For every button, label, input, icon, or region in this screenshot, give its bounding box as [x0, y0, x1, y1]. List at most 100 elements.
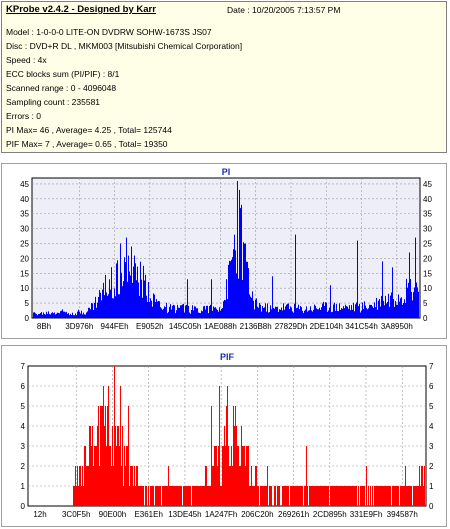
pi-bar — [218, 311, 219, 318]
pif-bar — [311, 486, 312, 506]
pi-bar — [220, 310, 221, 318]
pi-bar — [83, 312, 84, 318]
pif-bar — [132, 466, 133, 506]
pif-bar — [231, 446, 232, 506]
pi-bar — [317, 309, 318, 318]
pif-bar — [198, 486, 199, 506]
pif-bar — [169, 486, 170, 506]
pi-bar — [264, 307, 265, 318]
y-tick-label-left: 30 — [20, 225, 29, 234]
pi-bar — [221, 308, 222, 318]
pif-bar — [326, 486, 327, 506]
pif-bar — [336, 486, 337, 506]
pif-bar — [254, 486, 255, 506]
pi-bar — [330, 285, 331, 318]
x-tick-label: 394587h — [387, 510, 418, 519]
pi-bar — [399, 301, 400, 318]
pif-bar — [392, 486, 393, 506]
pi-bar — [100, 292, 101, 318]
pi-bar — [204, 305, 205, 318]
pif-bar — [237, 446, 238, 506]
pi-bar — [81, 310, 82, 318]
pif-bar — [262, 486, 263, 506]
pi-bar — [235, 250, 236, 318]
pif-chart: PIF 0 0 1 1 2 2 3 3 4 4 5 5 6 6 7 7 12h 3C0F5h 90E00h E361Eh… — [21, 352, 434, 519]
pi-bar — [307, 311, 308, 318]
pif-bar — [176, 486, 177, 506]
pi-bar — [126, 237, 127, 318]
pif-bar — [83, 486, 84, 506]
pi-bar — [202, 311, 203, 318]
y-tick-label-left: 0 — [21, 502, 26, 511]
pif-bar — [75, 466, 76, 506]
y-tick-label-left: 40 — [20, 195, 29, 204]
pif-bar — [80, 466, 81, 506]
pif-bar — [248, 446, 249, 506]
pi-bar — [75, 313, 76, 318]
pi-bar — [87, 311, 88, 318]
pif-bar — [180, 486, 181, 506]
chart-title: PIF — [220, 352, 235, 362]
y-tick-label-right: 3 — [429, 442, 434, 451]
pif-bar — [350, 486, 351, 506]
pif-bar — [322, 486, 323, 506]
pif-bar — [345, 486, 346, 506]
pi-bar — [346, 306, 347, 318]
pi-bar — [417, 287, 418, 318]
pif-bar — [145, 486, 146, 506]
pif-bar — [301, 486, 302, 506]
x-tick-label: 3A8950h — [381, 322, 413, 331]
pi-bar — [64, 311, 65, 318]
y-tick-label-right: 5 — [429, 402, 434, 411]
pif-bar — [255, 466, 256, 506]
pif-bar — [190, 486, 191, 506]
pif-bar — [400, 486, 401, 506]
pif-bar — [305, 486, 306, 506]
pif-bar — [215, 446, 216, 506]
pif-bar — [233, 406, 234, 506]
pif-bar — [260, 486, 261, 506]
pi-bar — [294, 303, 295, 318]
pi-bar — [271, 309, 272, 318]
pif-bar — [220, 486, 221, 506]
pif-bar — [318, 486, 319, 506]
app-title: KProbe v2.4.2 - Designed by Karr — [6, 4, 156, 15]
pif-bar — [104, 426, 105, 506]
pi-chart-panel: PI 0 0 5 5 10 10 15 15 20 20 25 25 30 30 35 35 40 40 45 45 8B… — [1, 163, 447, 339]
pif-bar — [348, 486, 349, 506]
pi-bar — [236, 273, 237, 318]
pif-bar — [185, 486, 186, 506]
pif-bar — [384, 486, 385, 506]
pi-bar — [347, 306, 348, 318]
pi-bar — [72, 312, 73, 318]
pi-bar — [362, 302, 363, 318]
pi-bar — [398, 294, 399, 318]
pi-bar — [180, 305, 181, 318]
pif-bar — [316, 486, 317, 506]
pif-bar — [92, 426, 93, 506]
x-tick-label: 341C54h — [345, 322, 377, 331]
pi-bar — [306, 306, 307, 318]
pif-bar — [95, 446, 96, 506]
pif-bar — [136, 466, 137, 506]
pif-bar — [120, 386, 121, 506]
pif-bar — [97, 426, 98, 506]
pif-bar — [284, 486, 285, 506]
pif-bar — [85, 446, 86, 506]
pif-bar — [274, 486, 275, 506]
pi-bar — [39, 313, 40, 318]
pi-bar — [292, 311, 293, 318]
pi-bar — [215, 307, 216, 318]
pi-bar — [34, 312, 35, 318]
pi-bar — [55, 314, 56, 318]
pif-bar — [86, 466, 87, 506]
pif-bar — [177, 486, 178, 506]
pi-bar — [366, 308, 367, 318]
pif-bar — [358, 486, 359, 506]
pi-bar — [74, 315, 75, 318]
pif-bar — [341, 486, 342, 506]
pi-bar — [367, 309, 368, 318]
pif-bar — [216, 446, 217, 506]
pi-bar — [149, 301, 150, 318]
pif-bar — [271, 486, 272, 506]
